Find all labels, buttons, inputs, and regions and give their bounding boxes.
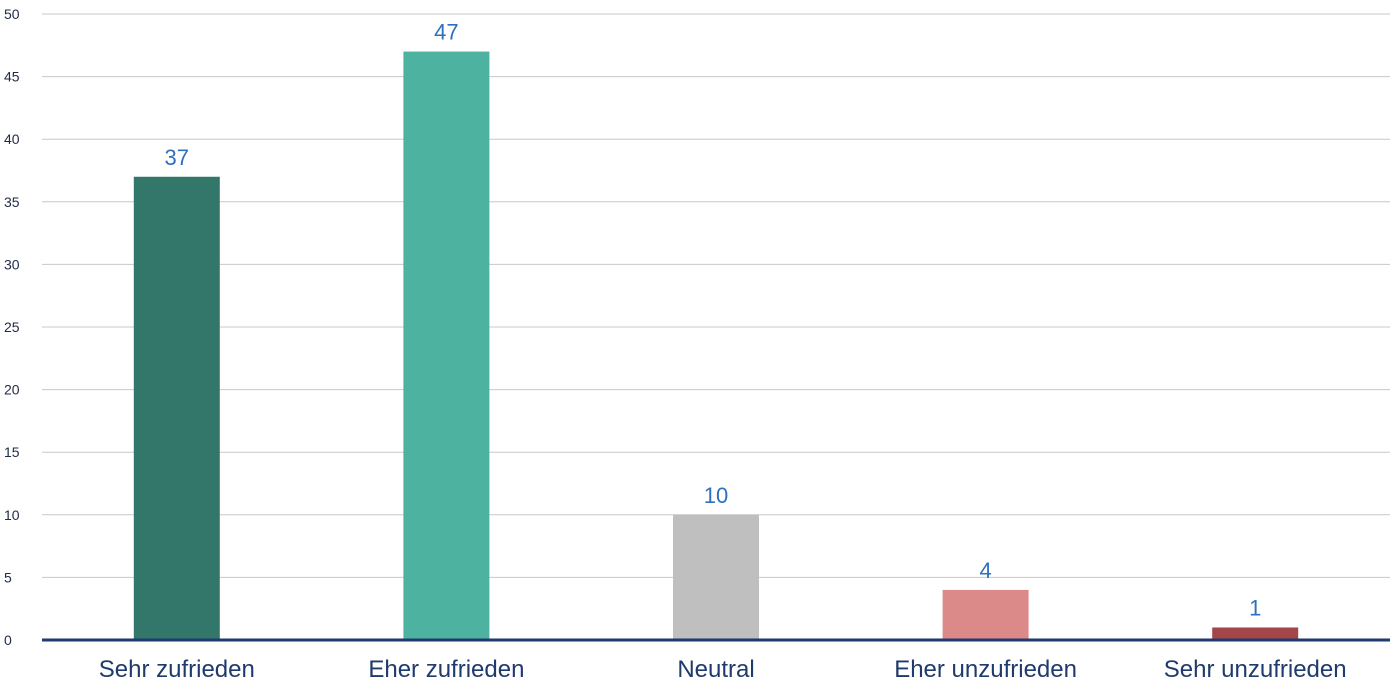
data-label: 37: [165, 145, 189, 170]
data-label: 4: [979, 558, 991, 583]
y-tick-label: 25: [4, 319, 20, 335]
bar: [673, 514, 759, 640]
x-tick-label: Neutral: [677, 656, 754, 683]
data-label: 1: [1249, 595, 1261, 620]
y-tick-label: 5: [4, 569, 12, 585]
bar: [133, 176, 220, 640]
x-tick-label: Eher unzufrieden: [894, 656, 1077, 683]
bars: [133, 51, 1299, 641]
data-label: 47: [434, 20, 458, 45]
y-tick-label: 50: [4, 6, 20, 22]
bar: [403, 51, 490, 641]
y-tick-label: 35: [4, 194, 20, 210]
x-tick-label: Sehr unzufrieden: [1164, 656, 1347, 683]
y-tick-label: 15: [4, 444, 20, 460]
y-tick-label: 10: [4, 507, 20, 523]
y-tick-label: 40: [4, 131, 20, 147]
data-label: 10: [704, 483, 728, 508]
y-tick-label: 45: [4, 69, 20, 85]
bar: [1212, 627, 1299, 640]
y-axis-tick-labels: 0 5 10 15 20 25 30 35 40 45 50: [4, 6, 20, 648]
x-tick-label: Sehr zufrieden: [99, 656, 255, 683]
y-tick-label: 30: [4, 256, 20, 272]
y-tick-label: 20: [4, 382, 20, 398]
bar: [942, 589, 1029, 640]
x-axis-tick-labels: Sehr zufrieden Eher zufrieden Neutral Eher …: [99, 656, 1347, 683]
x-tick-label: Eher zufrieden: [368, 656, 524, 683]
y-tick-label: 0: [4, 632, 12, 648]
gridlines: [42, 13, 1390, 578]
data-labels: 37 47 10 4 1: [165, 20, 1262, 621]
